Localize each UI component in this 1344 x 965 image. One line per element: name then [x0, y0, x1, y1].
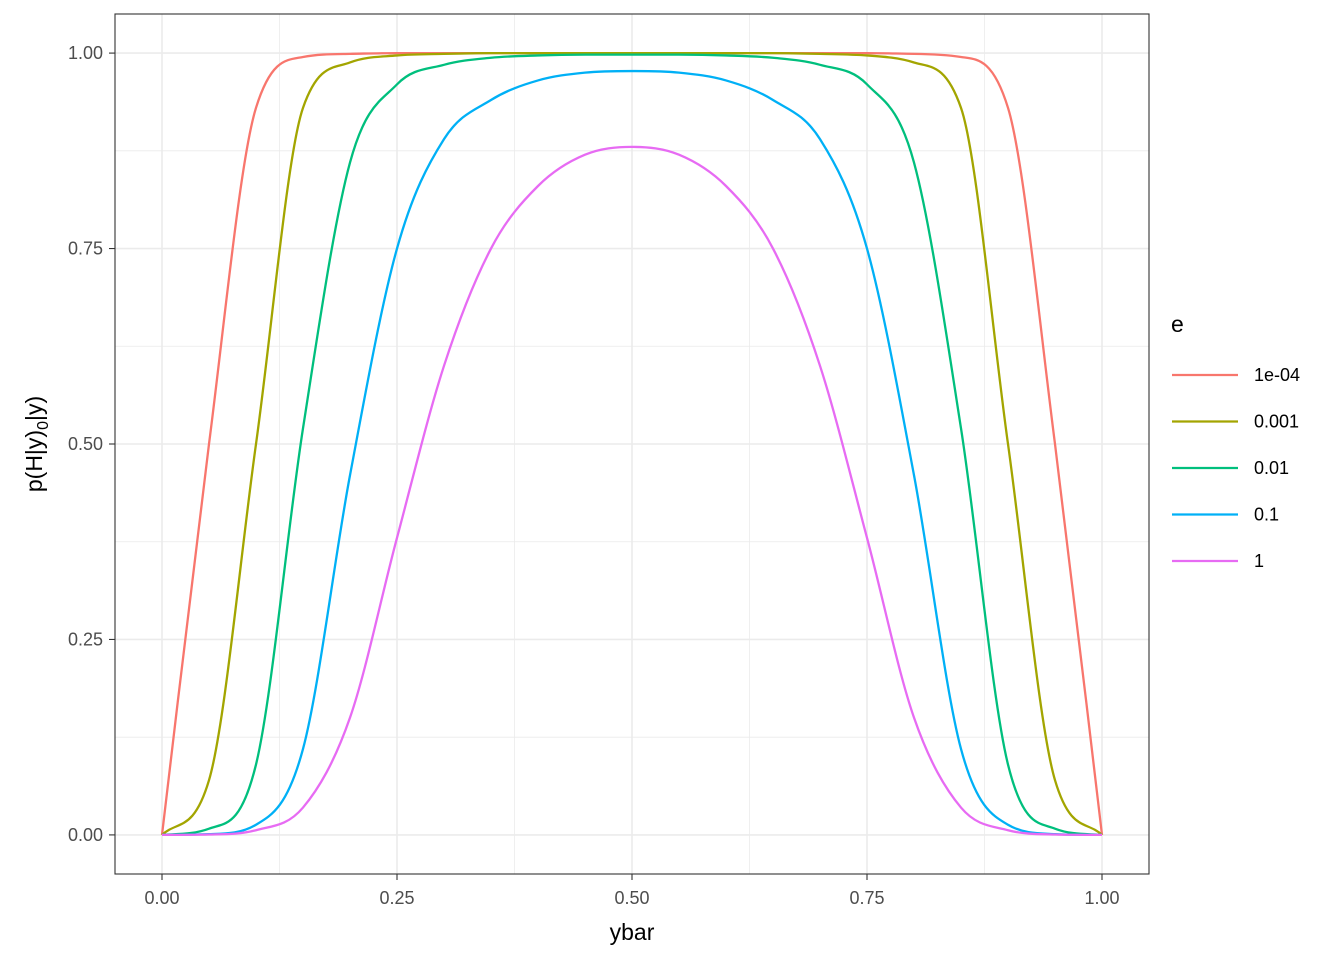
y-tick-label: 0.00	[68, 825, 103, 845]
series-line-2	[161, 53, 1103, 837]
y-axis-title-main: p(H|y)	[21, 430, 47, 492]
y-axis: 0.00 0.25 0.50 0.75 1.00	[68, 43, 115, 845]
legend-label-0: 1e-04	[1254, 365, 1300, 385]
legend-label-4: 1	[1254, 551, 1264, 571]
y-tick-label: 0.75	[68, 239, 103, 259]
series-line-1	[161, 51, 1103, 836]
series-line-3	[161, 69, 1103, 837]
legend-label-2: 0.01	[1254, 458, 1289, 478]
legend-title: e	[1171, 311, 1184, 337]
legend-label-1: 0.001	[1254, 412, 1299, 432]
x-tick-label: 1.00	[1084, 888, 1119, 908]
legend-items: 1e-04 0.001 0.01 0.1 1	[1172, 365, 1300, 571]
y-axis-title-subscript: 0	[35, 421, 52, 430]
y-axis-title-tail: |y)	[21, 396, 47, 421]
x-axis: 0.00 0.25 0.50 0.75 1.00	[144, 874, 1120, 908]
y-tick-label: 0.25	[68, 629, 103, 649]
y-tick-label: 1.00	[68, 43, 103, 63]
legend: e 1e-04 0.001 0.01 0.1 1	[1171, 311, 1300, 571]
x-tick-label: 0.75	[849, 888, 884, 908]
series-line-4	[161, 145, 1103, 837]
legend-label-3: 0.1	[1254, 505, 1279, 525]
x-tick-label: 0.25	[379, 888, 414, 908]
y-axis-title: p(H|y)0|y)	[21, 396, 52, 492]
y-tick-label: 0.50	[68, 434, 103, 454]
x-axis-title: ybar	[610, 919, 655, 945]
plot-panel	[114, 13, 1150, 875]
series-layer	[160, 51, 1104, 837]
x-tick-label: 0.50	[614, 888, 649, 908]
x-tick-label: 0.00	[144, 888, 179, 908]
